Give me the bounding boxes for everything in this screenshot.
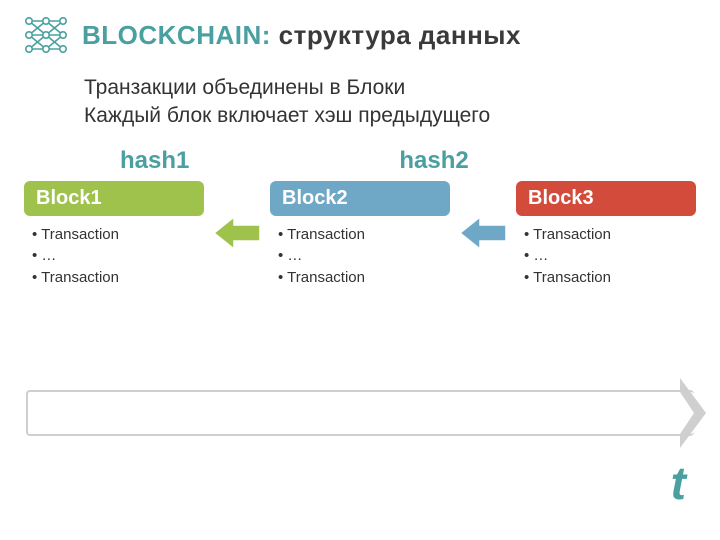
blocks-row: Block1 Transaction … Transaction Block2 …: [0, 175, 720, 297]
timeline-bar: [26, 390, 694, 436]
title-rest: структура данных: [279, 20, 521, 50]
slide-header: BLOCKCHAIN: структура данных: [0, 0, 720, 66]
title-keyword: BLOCKCHAIN:: [82, 20, 271, 50]
intro-line-1: Транзакции объединены в Блоки: [84, 74, 720, 102]
arrow-block2-to-block1: [204, 181, 270, 251]
network-logo-icon: [20, 14, 72, 56]
block-2: Block2 Transaction … Transaction: [270, 181, 450, 297]
intro-line-2: Каждый блок включает хэш предыдущего: [84, 102, 720, 130]
list-item: Transaction: [278, 267, 446, 289]
list-item: …: [524, 245, 692, 267]
timeline-arrowhead-icon: [680, 378, 706, 453]
list-item: Transaction: [524, 267, 692, 289]
block-3: Block3 Transaction … Transaction: [516, 181, 696, 297]
arrow-left-icon: [460, 217, 506, 249]
list-item: Transaction: [32, 224, 200, 246]
list-item: Transaction: [278, 224, 446, 246]
list-item: …: [278, 245, 446, 267]
hash-labels-row: hash1 hash2: [0, 147, 720, 175]
list-item: …: [32, 245, 200, 267]
hash2-label: hash2: [399, 147, 468, 175]
block-2-body: Transaction … Transaction: [270, 216, 450, 297]
block-1-header: Block1: [24, 181, 204, 216]
arrow-block3-to-block2: [450, 181, 516, 251]
list-item: Transaction: [32, 267, 200, 289]
block-2-header: Block2: [270, 181, 450, 216]
time-axis-label: t: [671, 456, 686, 510]
block-3-body: Transaction … Transaction: [516, 216, 696, 297]
block-3-header: Block3: [516, 181, 696, 216]
block-1-body: Transaction … Transaction: [24, 216, 204, 297]
intro-text: Транзакции объединены в Блоки Каждый бло…: [0, 66, 720, 131]
hash1-label: hash1: [120, 147, 189, 175]
slide-title: BLOCKCHAIN: структура данных: [82, 20, 521, 51]
list-item: Transaction: [524, 224, 692, 246]
arrow-left-icon: [214, 217, 260, 249]
block-1: Block1 Transaction … Transaction: [24, 181, 204, 297]
